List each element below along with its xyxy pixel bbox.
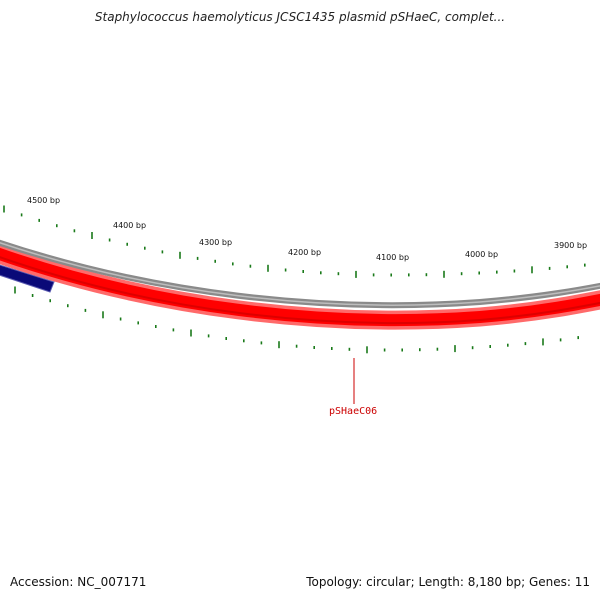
map-summary: Topology: circular; Length: 8,180 bp; Ge… bbox=[306, 575, 590, 589]
ruler-label-4000: 4000 bp bbox=[465, 250, 498, 259]
accession-label: Accession: NC_007171 bbox=[10, 575, 147, 589]
backbone-arc-inner bbox=[0, 242, 600, 306]
backbone-arc-outer bbox=[0, 239, 600, 309]
ruler-label-4100: 4100 bp bbox=[376, 253, 409, 262]
ruler-label-4200: 4200 bp bbox=[288, 248, 321, 257]
reverse-strand-feature[interactable] bbox=[0, 262, 55, 293]
gene-arc-highlight bbox=[0, 256, 600, 325]
ruler-labels: 4500 bp 4400 bp 4300 bp 4200 bp 4100 bp … bbox=[27, 196, 587, 262]
ruler-ticks-outer bbox=[3, 205, 586, 278]
ruler-ticks-inner bbox=[14, 286, 580, 354]
ruler-label-4500: 4500 bp bbox=[27, 196, 60, 205]
ruler-label-3900: 3900 bp bbox=[554, 241, 587, 250]
gene-label-psha06[interactable]: pSHaeC06 bbox=[329, 406, 377, 417]
gene-arc-psha06[interactable] bbox=[0, 247, 600, 327]
ruler-label-4400: 4400 bp bbox=[113, 221, 146, 230]
ruler-label-4300: 4300 bp bbox=[199, 238, 232, 247]
map-arcs bbox=[0, 239, 600, 330]
map-title: Staphylococcus haemolyticus JCSC1435 pla… bbox=[94, 10, 506, 24]
